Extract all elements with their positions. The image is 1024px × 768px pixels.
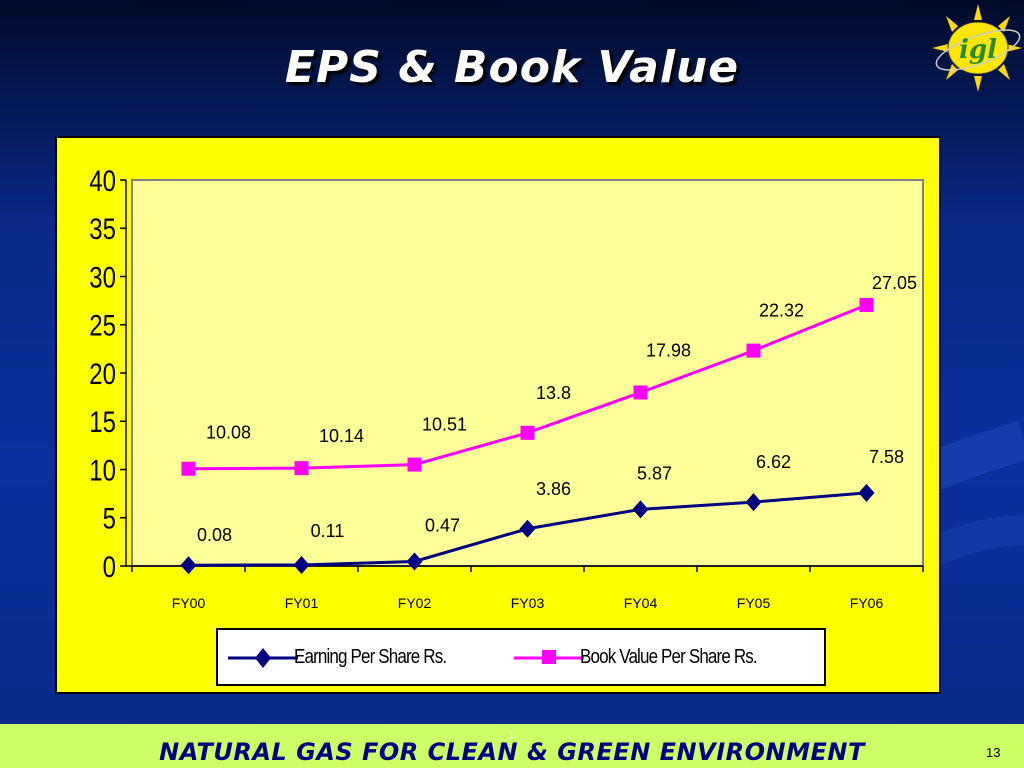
eps-data-label: 0.08 xyxy=(197,525,232,545)
eps-data-label: 5.87 xyxy=(637,463,672,483)
bv-data-label: 13.8 xyxy=(536,383,571,403)
logo-text: igl xyxy=(959,35,997,65)
bv-data-label: 27.05 xyxy=(872,273,917,293)
y-tick-label: 20 xyxy=(89,356,116,390)
bv-point xyxy=(633,385,648,400)
bv-point xyxy=(294,461,309,476)
eps-point xyxy=(519,519,536,538)
eps-point xyxy=(632,500,649,519)
footer-tagline: NATURAL GAS FOR CLEAN & GREEN ENVIRONMEN… xyxy=(159,738,865,766)
bv-data-label: 22.32 xyxy=(759,301,804,321)
sub-marker: 1 xyxy=(508,729,515,741)
bv-point xyxy=(746,343,761,358)
y-tick-label: 30 xyxy=(89,260,116,294)
legend-bv-label: Book Value Per Share Rs. xyxy=(580,646,758,668)
eps-point xyxy=(293,555,310,574)
eps-data-label: 3.86 xyxy=(536,479,571,499)
eps-data-label: 0.47 xyxy=(425,515,460,535)
bv-data-label: 10.14 xyxy=(319,426,364,446)
chart-legend: Earning Per Share Rs. Book Value Per Sha… xyxy=(216,628,826,686)
bv-point xyxy=(859,297,874,312)
y-tick-label: 35 xyxy=(89,212,116,246)
x-tick-label: FY04 xyxy=(624,595,658,611)
bv-data-label: 10.51 xyxy=(422,415,467,435)
chart-frame: 0 5 10 15 20 25 30 35 40 FY00 FY01 FY02 FY03 FY04 FY05… xyxy=(55,136,941,694)
slide-title: EPS & Book Value xyxy=(284,42,740,93)
legend-bv-swatch xyxy=(514,650,584,664)
eps-data-label: 6.62 xyxy=(756,452,791,472)
legend-eps-swatch xyxy=(228,648,298,668)
igl-logo: igl xyxy=(932,4,1022,92)
bv-point xyxy=(520,425,535,440)
x-tick-label: FY05 xyxy=(737,595,771,611)
line-chart: 0 5 10 15 20 25 30 35 40 FY00 FY01 FY02 FY03 FY04 FY05… xyxy=(89,163,924,611)
y-tick-label: 15 xyxy=(89,405,116,439)
y-tick-label: 5 xyxy=(103,501,116,535)
legend-eps-label: Earning Per Share Rs. xyxy=(294,646,447,668)
eps-point xyxy=(745,493,762,512)
y-tick-label: 40 xyxy=(89,163,116,197)
x-tick-label: FY02 xyxy=(398,595,432,611)
x-tick-label: FY00 xyxy=(172,595,206,611)
plot-area xyxy=(131,179,924,567)
eps-data-label: 7.58 xyxy=(869,447,904,467)
page-number: 13 xyxy=(986,745,1001,760)
x-tick-label: FY06 xyxy=(850,595,884,611)
y-tick-label: 0 xyxy=(103,549,116,583)
footer-band xyxy=(0,724,1024,768)
bv-point xyxy=(181,461,196,476)
eps-point xyxy=(180,556,197,575)
bv-data-label: 10.08 xyxy=(206,423,251,443)
x-tick-label: FY01 xyxy=(285,595,319,611)
y-tick-label: 25 xyxy=(89,308,116,342)
bv-point xyxy=(407,457,422,472)
bv-data-label: 17.98 xyxy=(646,340,691,360)
y-tick-label: 10 xyxy=(89,453,116,487)
eps-data-label: 0.11 xyxy=(311,521,345,541)
eps-point xyxy=(406,552,423,571)
x-tick-label: FY03 xyxy=(511,595,545,611)
eps-point xyxy=(858,483,875,502)
